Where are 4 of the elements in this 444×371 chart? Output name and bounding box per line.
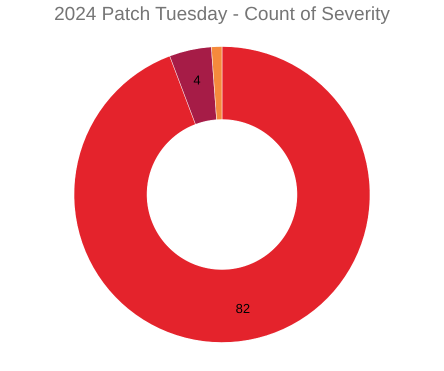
donut-slice	[74, 46, 370, 343]
data-label: 82	[236, 301, 250, 316]
chart-title: 2024 Patch Tuesday - Count of Severity	[54, 4, 390, 25]
data-label: 4	[193, 72, 201, 88]
